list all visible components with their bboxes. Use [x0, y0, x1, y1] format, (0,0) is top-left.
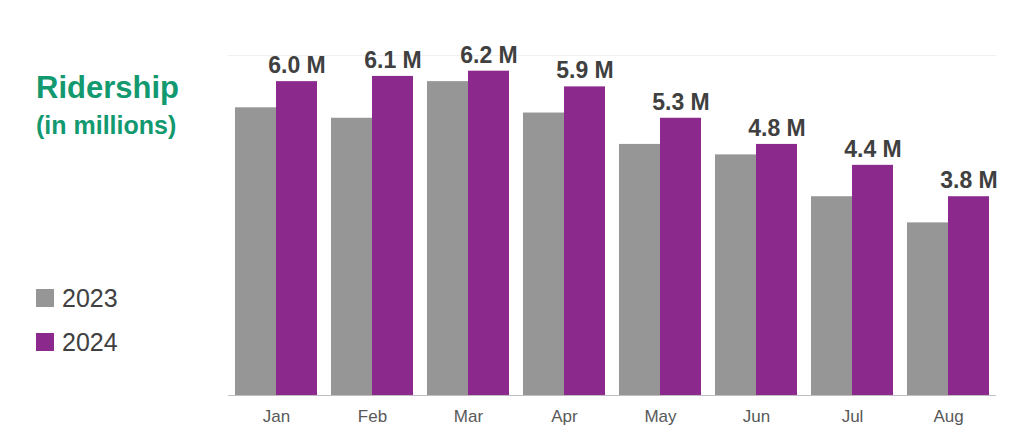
html-text:(in millions): (in millions)	[36, 111, 177, 139]
svg-text:May: May	[644, 407, 677, 426]
svg-text:Jun: Jun	[743, 407, 770, 426]
svg-text:6.0 M: 6.0 M	[268, 52, 326, 78]
svg-text:6.1 M: 6.1 M	[364, 47, 422, 73]
svg-text:5.3 M: 5.3 M	[652, 89, 710, 115]
svg-text:Mar: Mar	[454, 407, 484, 426]
svg-text:Jan: Jan	[263, 407, 290, 426]
svg-text:Jul: Jul	[842, 407, 864, 426]
svg-text:4.8 M: 4.8 M	[748, 115, 806, 141]
svg-text:5.9 M: 5.9 M	[556, 57, 614, 83]
html-text:2024: 2024	[62, 327, 118, 356]
svg-text:Aug: Aug	[933, 407, 963, 426]
html-text:Ridership: Ridership	[36, 70, 179, 105]
html-text:2023: 2023	[62, 283, 118, 312]
svg-text:3.8 M: 3.8 M	[940, 167, 998, 193]
svg-text:Feb: Feb	[358, 407, 387, 426]
svg-text:6.2 M: 6.2 M	[460, 42, 518, 68]
svg-text:4.4 M: 4.4 M	[844, 136, 902, 162]
svg-text:Apr: Apr	[551, 407, 578, 426]
